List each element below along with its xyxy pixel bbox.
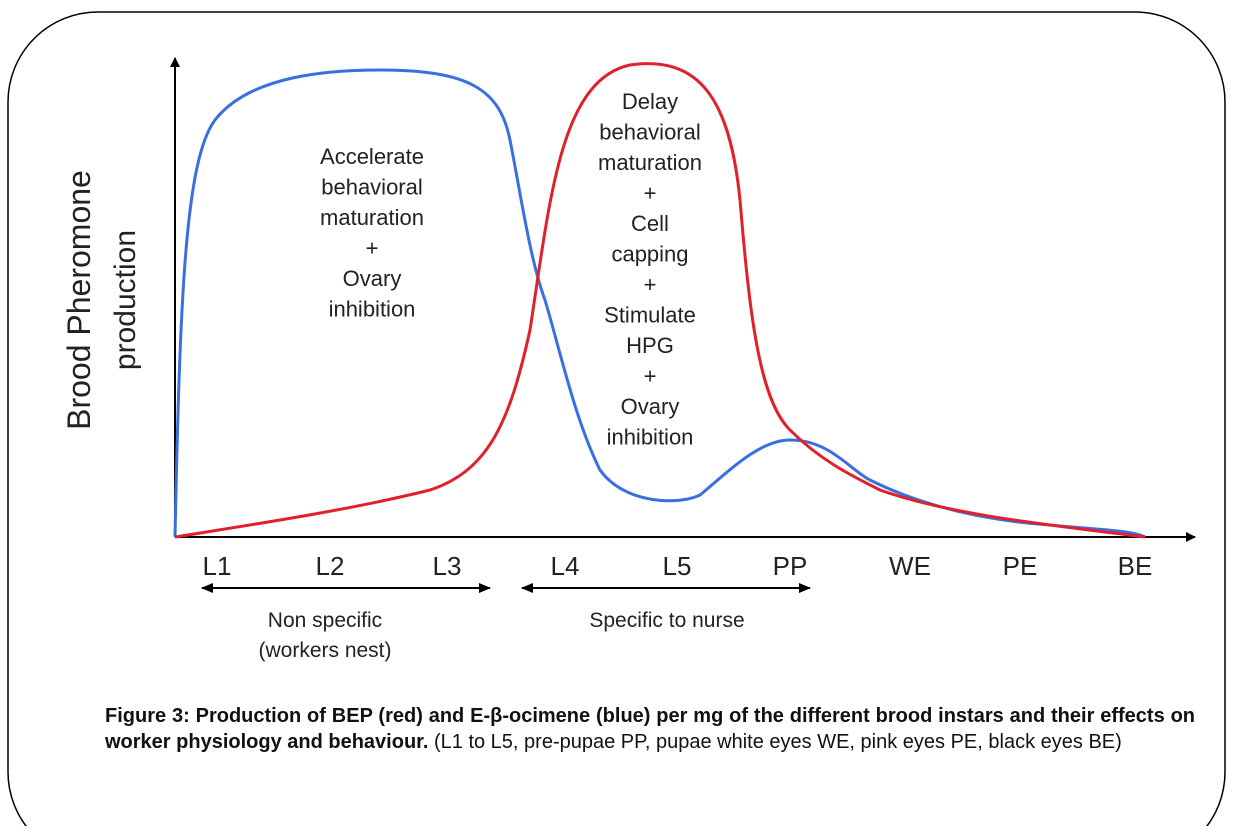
- range-label: Specific to nurse: [589, 609, 744, 632]
- caption: Figure 3: Production of BEP (red) and E-…: [105, 703, 1195, 755]
- annotation: +: [366, 236, 379, 261]
- x-tick-label: WE: [889, 551, 931, 581]
- annotation: inhibition: [607, 425, 694, 450]
- x-tick-label: PE: [1003, 551, 1038, 581]
- annotation: inhibition: [329, 297, 416, 322]
- annotation: behavioral: [321, 175, 423, 200]
- annotation: maturation: [598, 150, 702, 175]
- x-tick-label: BE: [1118, 551, 1153, 581]
- annotation: behavioral: [599, 120, 701, 145]
- annotation: capping: [611, 242, 688, 267]
- x-tick-label: L5: [663, 551, 692, 581]
- annotation: Cell: [631, 211, 669, 236]
- labels: L1 L2 L3 L4 L5 PP WE PE BE Brood Pheromone product…: [61, 89, 1152, 662]
- red-curve: [174, 62, 1146, 539]
- annotation: +: [644, 272, 657, 297]
- caption-text: (L1 to L5, pre-pupae PP, pupae white eye…: [433, 731, 1122, 753]
- annotation: Ovary: [343, 266, 402, 291]
- caption-bold: Figure 3: Production of BEP (red) and E-…: [105, 705, 1195, 753]
- y-axis-label: production: [109, 230, 142, 370]
- blue-curve: [173, 68, 1146, 539]
- annotation: maturation: [320, 205, 424, 230]
- annotation: HPG: [626, 333, 674, 358]
- y-axis-label: Brood Pheromone: [61, 170, 97, 430]
- range-label: Non specific: [268, 609, 382, 632]
- annotation: +: [644, 364, 657, 389]
- annotation: +: [644, 181, 657, 206]
- annotation: Ovary: [621, 394, 680, 419]
- annotation: Delay: [622, 89, 678, 114]
- x-tick-label: L2: [316, 551, 345, 581]
- frame: [7, 11, 1226, 826]
- x-tick-label: L3: [433, 551, 462, 581]
- annotation: Stimulate: [604, 303, 696, 328]
- x-tick-label: L4: [551, 551, 580, 581]
- range-label: (workers nest): [258, 639, 391, 662]
- annotation: Accelerate: [320, 144, 424, 169]
- x-tick-label: PP: [773, 551, 808, 581]
- x-tick-label: L1: [203, 551, 232, 581]
